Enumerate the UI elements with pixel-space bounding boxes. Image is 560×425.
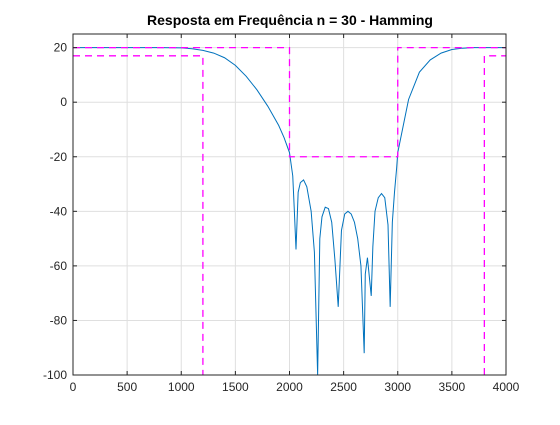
x-tick-label: 1500: [222, 380, 249, 394]
x-tick-label: 1000: [168, 380, 195, 394]
x-tick-label: 500: [117, 380, 137, 394]
series-layer: [73, 46, 506, 376]
x-tick-label: 0: [70, 380, 77, 394]
y-tick-label: -40: [50, 204, 68, 218]
x-tick-label: 3500: [439, 380, 466, 394]
x-tick-label: 2500: [330, 380, 357, 394]
y-tick-label: -100: [43, 368, 67, 382]
x-tick-label: 2000: [276, 380, 303, 394]
chart-title: Resposta em Frequência n = 30 - Hamming: [147, 12, 433, 28]
y-tick-label: -60: [50, 259, 68, 273]
mask-series-3: [483, 55, 506, 375]
y-tick-label: -80: [50, 313, 68, 327]
mask-series-1: [73, 55, 204, 375]
y-tick-label: 0: [60, 95, 67, 109]
y-tick-label: -20: [50, 150, 68, 164]
x-tick-label: 3000: [384, 380, 411, 394]
mask-series-2: [73, 46, 506, 158]
y-tick-label: 20: [54, 41, 68, 55]
frequency-response-series: [73, 47, 506, 376]
tick-layer: 0 500 1000 1500 2000 2500 3000 3500 4000 -100 -80 -…: [43, 34, 520, 394]
x-tick-label: 4000: [493, 380, 520, 394]
